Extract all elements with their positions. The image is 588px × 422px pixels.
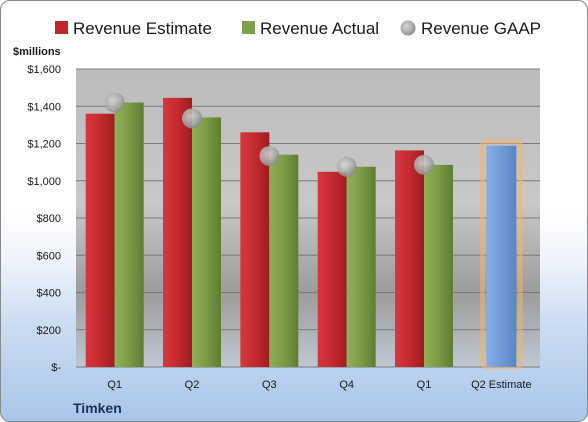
legend: Revenue Estimate Revenue Actual Revenue … <box>55 19 541 38</box>
marker-revenue-gaap <box>414 154 434 175</box>
y-tick-label: $200 <box>37 325 61 337</box>
bar-q2-estimate <box>486 145 517 367</box>
x-tick-label: Q2 <box>185 379 200 391</box>
y-tick-label: $- <box>51 362 61 374</box>
gaap-markers <box>104 92 434 177</box>
bar-revenue-actual <box>424 164 453 367</box>
marker-revenue-gaap <box>336 156 357 177</box>
bar-revenue-actual <box>192 117 221 367</box>
legend-swatch-estimate <box>55 21 68 34</box>
bar-revenue-estimate <box>163 97 192 368</box>
legend-label-actual: Revenue Actual <box>260 19 379 38</box>
marker-revenue-gaap <box>104 92 125 113</box>
y-tick-label: $1,200 <box>27 139 61 151</box>
bar-revenue-actual <box>114 102 144 368</box>
y-tick-label: $600 <box>37 250 61 262</box>
x-tick-label: Q2 Estimate <box>471 379 532 391</box>
marker-revenue-gaap <box>182 108 202 129</box>
x-tick-label: Q1 <box>107 379 122 391</box>
y-axis-unit-label: $millions <box>13 46 61 58</box>
marker-revenue-gaap <box>259 145 280 166</box>
y-tick-label: $1,000 <box>27 176 61 188</box>
bar-revenue-actual <box>346 166 376 367</box>
bar-revenue-estimate <box>85 113 115 367</box>
x-tick-label: Q1 <box>417 379 432 391</box>
y-tick-label: $1,600 <box>27 64 61 76</box>
y-axis-ticks: $- $200 $400 $600 $800 $1,000 $1,200 $1,400 $1,6… <box>27 64 61 374</box>
legend-label-gaap: Revenue GAAP <box>421 19 541 38</box>
bars <box>85 97 523 370</box>
y-tick-label: $1,400 <box>27 101 61 113</box>
legend-label-estimate: Revenue Estimate <box>73 19 212 38</box>
x-tick-label: Q3 <box>262 379 277 391</box>
x-tick-label: Q4 <box>339 379 354 391</box>
bar-revenue-estimate <box>317 171 347 367</box>
company-name: Timken <box>73 400 122 416</box>
bar-revenue-estimate <box>395 150 424 367</box>
y-tick-label: $800 <box>37 213 61 225</box>
legend-swatch-gaap <box>400 20 416 36</box>
bar-revenue-estimate <box>240 132 270 367</box>
bar-revenue-actual <box>269 154 299 367</box>
legend-swatch-actual <box>242 21 255 34</box>
x-axis-ticks: Q1 Q2 Q3 Q4 Q1 Q2 Estimate <box>107 379 531 391</box>
y-tick-label: $400 <box>37 288 61 300</box>
gridlines <box>76 68 540 368</box>
